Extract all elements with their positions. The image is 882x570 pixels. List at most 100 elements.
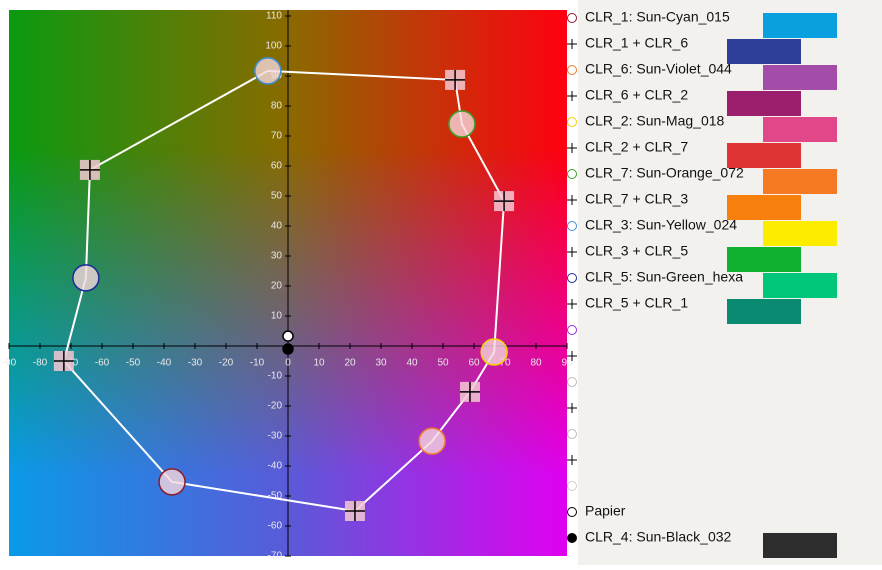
legend-marker: [567, 221, 577, 231]
x-tick-label: -10: [250, 358, 265, 369]
x-tick-label: 0: [285, 358, 291, 369]
cross-marker: [79, 159, 100, 180]
legend-swatch: [727, 299, 801, 324]
circle-marker: [418, 427, 446, 455]
legend-swatch: [763, 117, 837, 142]
legend-marker: [567, 351, 577, 361]
legend-marker: [567, 143, 577, 153]
legend-marker: [567, 39, 577, 49]
legend-swatch: [763, 221, 837, 246]
x-tick-label: 20: [344, 358, 356, 369]
y-tick-label: 110: [266, 11, 282, 22]
legend-marker: [567, 117, 577, 127]
x-tick-label: -20: [219, 358, 234, 369]
legend-marker: [567, 13, 577, 23]
y-tick-label: 30: [271, 251, 283, 262]
y-tick-label: -70: [268, 551, 283, 562]
x-tick-label: 70: [499, 358, 511, 369]
legend-marker: [567, 377, 577, 387]
legend-label: CLR_1 + CLR_6: [585, 35, 688, 51]
legend-swatch: [763, 65, 837, 90]
legend-swatch: [727, 247, 801, 272]
legend-label: Papier: [585, 503, 626, 519]
x-tick-label: 50: [437, 358, 449, 369]
x-tick-label: -60: [95, 358, 110, 369]
legend-marker: [567, 65, 577, 75]
x-tick-label: -80: [33, 358, 48, 369]
legend-swatch: [763, 13, 837, 38]
legend-marker: [567, 247, 577, 257]
legend-swatch: [727, 39, 801, 64]
y-tick-label: -40: [268, 461, 283, 472]
y-tick-label: 60: [271, 161, 283, 172]
circle-marker: [158, 468, 186, 496]
y-tick-label: 20: [271, 281, 283, 292]
legend: CLR_1: Sun-Cyan_015 CLR_1 + CLR_6 CLR_6: S…: [567, 9, 837, 558]
legend-marker: [567, 273, 577, 283]
legend-label: CLR_3: Sun-Yellow_024: [585, 217, 737, 233]
legend-label: CLR_6 + CLR_2: [585, 87, 688, 103]
legend-label: CLR_1: Sun-Cyan_015: [585, 9, 730, 25]
legend-label: CLR_7 + CLR_3: [585, 191, 688, 207]
legend-marker: [567, 455, 577, 465]
circle-marker: [282, 330, 294, 342]
legend-marker: [567, 533, 577, 543]
legend-label: CLR_5: Sun-Green_hexa: [585, 269, 743, 285]
x-tick-label: -40: [157, 358, 172, 369]
legend-marker: [567, 481, 577, 491]
legend-label: CLR_4: Sun-Black_032: [585, 529, 732, 545]
legend-marker: [567, 195, 577, 205]
legend-label: CLR_5 + CLR_1: [585, 295, 688, 311]
circle-marker: [72, 264, 100, 292]
x-tick-label: 40: [406, 358, 418, 369]
legend-marker: [567, 169, 577, 179]
y-tick-label: 50: [271, 191, 283, 202]
x-tick-label: 80: [530, 358, 542, 369]
legend-label: CLR_3 + CLR_5: [585, 243, 688, 259]
y-tick-label: 40: [271, 221, 283, 232]
cross-marker: [445, 69, 466, 90]
y-tick-label: -50: [268, 491, 283, 502]
x-tick-label: -90: [2, 358, 17, 369]
x-tick-label: 30: [375, 358, 387, 369]
legend-label: CLR_2: Sun-Mag_018: [585, 113, 725, 129]
y-tick-label: 70: [271, 131, 283, 142]
legend-marker: [567, 91, 577, 101]
x-tick-label: 10: [313, 358, 325, 369]
legend-label: CLR_6: Sun-Violet_044: [585, 61, 732, 77]
y-tick-label: 10: [271, 311, 283, 322]
cross-marker: [459, 381, 480, 402]
legend-swatch: [763, 533, 837, 558]
circle-marker: [480, 338, 508, 366]
legend-swatch: [727, 143, 801, 168]
circle-marker: [282, 343, 294, 355]
y-tick-label: 100: [265, 41, 282, 52]
y-tick-label: 80: [271, 101, 283, 112]
legend-label: CLR_2 + CLR_7: [585, 139, 688, 155]
legend-swatch: [763, 273, 837, 298]
cross-marker: [53, 351, 74, 371]
x-tick-label: 90: [561, 358, 573, 369]
legend-label: CLR_7: Sun-Orange_072: [585, 165, 744, 181]
legend-marker: [567, 325, 577, 335]
cross-marker: [344, 501, 365, 521]
y-tick-label: -20: [268, 401, 283, 412]
cross-marker: [494, 191, 515, 212]
legend-marker: [567, 429, 577, 439]
x-tick-label: -50: [126, 358, 141, 369]
x-tick-label: 60: [468, 358, 480, 369]
legend-swatch: [727, 195, 801, 220]
y-tick-label: -60: [268, 521, 283, 532]
legend-swatch: [727, 91, 801, 116]
legend-marker: [567, 403, 577, 413]
y-tick-label: -30: [268, 431, 283, 442]
plot: -90-80-70-60-50-40-30-20-100102030405060…: [2, 10, 573, 562]
x-tick-label: -30: [188, 358, 203, 369]
y-tick-label: -10: [268, 371, 283, 382]
legend-swatch: [763, 169, 837, 194]
legend-marker: [567, 299, 577, 309]
circle-marker: [254, 57, 282, 85]
circle-marker: [448, 110, 476, 138]
legend-marker: [567, 507, 577, 517]
